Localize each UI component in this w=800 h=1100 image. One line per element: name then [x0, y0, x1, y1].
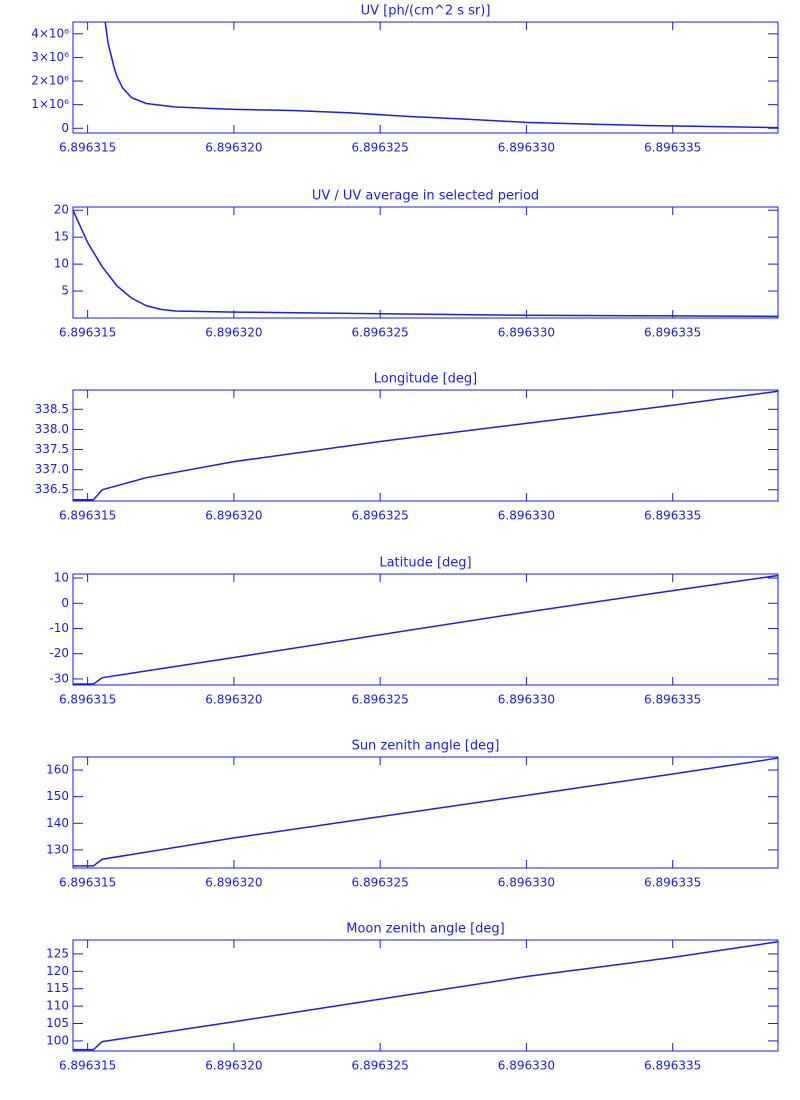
- y-tick-label: 125: [46, 946, 69, 960]
- x-tick-label: 6.896320: [205, 326, 262, 340]
- x-tick-label: 6.896325: [352, 693, 409, 707]
- y-tick-label: 1×10⁶: [31, 97, 69, 111]
- x-tick-label: 6.896315: [59, 876, 116, 890]
- y-tick-label: 140: [46, 816, 69, 830]
- x-tick-label: 6.896320: [205, 141, 262, 155]
- plot-frame: [72, 573, 779, 686]
- x-tick-label: 6.896335: [644, 693, 701, 707]
- data-line: [73, 390, 779, 501]
- chart-title: Longitude [deg]: [374, 372, 477, 387]
- x-tick-label: 6.896325: [352, 326, 409, 340]
- x-tick-label: 6.896320: [205, 1059, 262, 1073]
- x-tick-label: 6.896335: [644, 326, 701, 340]
- y-tick-label: 337.5: [35, 442, 69, 456]
- chart-title: Latitude [deg]: [379, 556, 471, 571]
- chart-title: UV / UV average in selected period: [312, 189, 539, 204]
- x-tick-label: 6.896325: [352, 1059, 409, 1073]
- plot-frame: [72, 756, 779, 869]
- y-tick-label: 110: [46, 999, 69, 1013]
- y-tick-label: 100: [46, 1033, 69, 1047]
- y-tick-label: 4×10⁶: [31, 26, 69, 40]
- y-tick-label: 3×10⁶: [31, 50, 69, 64]
- y-tick-label: 0: [61, 121, 69, 135]
- y-tick-label: 336.5: [35, 482, 69, 496]
- x-tick-label: 6.896330: [498, 141, 555, 155]
- y-tick-label: 105: [46, 1016, 69, 1030]
- data-line: [73, 574, 779, 685]
- y-tick-label: 337.0: [35, 462, 69, 476]
- y-tick-label: 120: [46, 964, 69, 978]
- y-tick-label: 160: [46, 763, 69, 777]
- x-tick-label: 6.896325: [352, 509, 409, 523]
- x-tick-label: 6.896335: [644, 876, 701, 890]
- x-tick-label: 6.896330: [498, 876, 555, 890]
- x-tick-label: 6.896315: [59, 693, 116, 707]
- x-tick-label: 6.896335: [644, 509, 701, 523]
- y-tick-label: 15: [54, 230, 69, 244]
- y-tick-label: 0: [61, 596, 69, 610]
- y-tick-label: 10: [54, 257, 69, 271]
- y-tick-label: 338.0: [35, 422, 69, 436]
- y-tick-label: 115: [46, 981, 69, 995]
- plot-frame: [72, 21, 779, 134]
- x-tick-label: 6.896315: [59, 1059, 116, 1073]
- chart-title: Moon zenith angle [deg]: [346, 922, 504, 937]
- x-tick-label: 6.896320: [205, 693, 262, 707]
- plot-frame: [72, 389, 779, 502]
- y-tick-label: 130: [46, 842, 69, 856]
- x-tick-label: 6.896330: [498, 509, 555, 523]
- y-tick-label: 2×10⁶: [31, 74, 69, 88]
- x-tick-label: 6.896325: [352, 141, 409, 155]
- x-tick-label: 6.896315: [59, 509, 116, 523]
- plot-frame: [72, 939, 779, 1052]
- y-tick-label: -20: [49, 646, 69, 660]
- x-tick-label: 6.896330: [498, 693, 555, 707]
- y-tick-label: 20: [54, 203, 69, 217]
- data-line: [73, 940, 779, 1051]
- y-tick-label: 10: [54, 571, 69, 585]
- x-tick-label: 6.896335: [644, 141, 701, 155]
- x-tick-label: 6.896330: [498, 326, 555, 340]
- x-tick-label: 6.896320: [205, 509, 262, 523]
- data-line: [73, 757, 779, 867]
- x-tick-label: 6.896330: [498, 1059, 555, 1073]
- chart-title: Sun zenith angle [deg]: [352, 739, 500, 754]
- chart-title: UV [ph/(cm^2 s sr)]: [361, 4, 491, 19]
- y-tick-label: 5: [61, 284, 69, 298]
- y-tick-label: -10: [49, 621, 69, 635]
- data-line: [72, 209, 779, 318]
- x-tick-label: 6.896325: [352, 876, 409, 890]
- plot-frame: [72, 206, 779, 319]
- y-tick-label: 150: [46, 789, 69, 803]
- y-tick-label: -30: [49, 671, 69, 685]
- x-tick-label: 6.896315: [59, 326, 116, 340]
- x-tick-label: 6.896315: [59, 141, 116, 155]
- data-line: [104, 21, 779, 129]
- x-tick-label: 6.896320: [205, 876, 262, 890]
- x-tick-label: 6.896335: [644, 1059, 701, 1073]
- y-tick-label: 338.5: [35, 402, 69, 416]
